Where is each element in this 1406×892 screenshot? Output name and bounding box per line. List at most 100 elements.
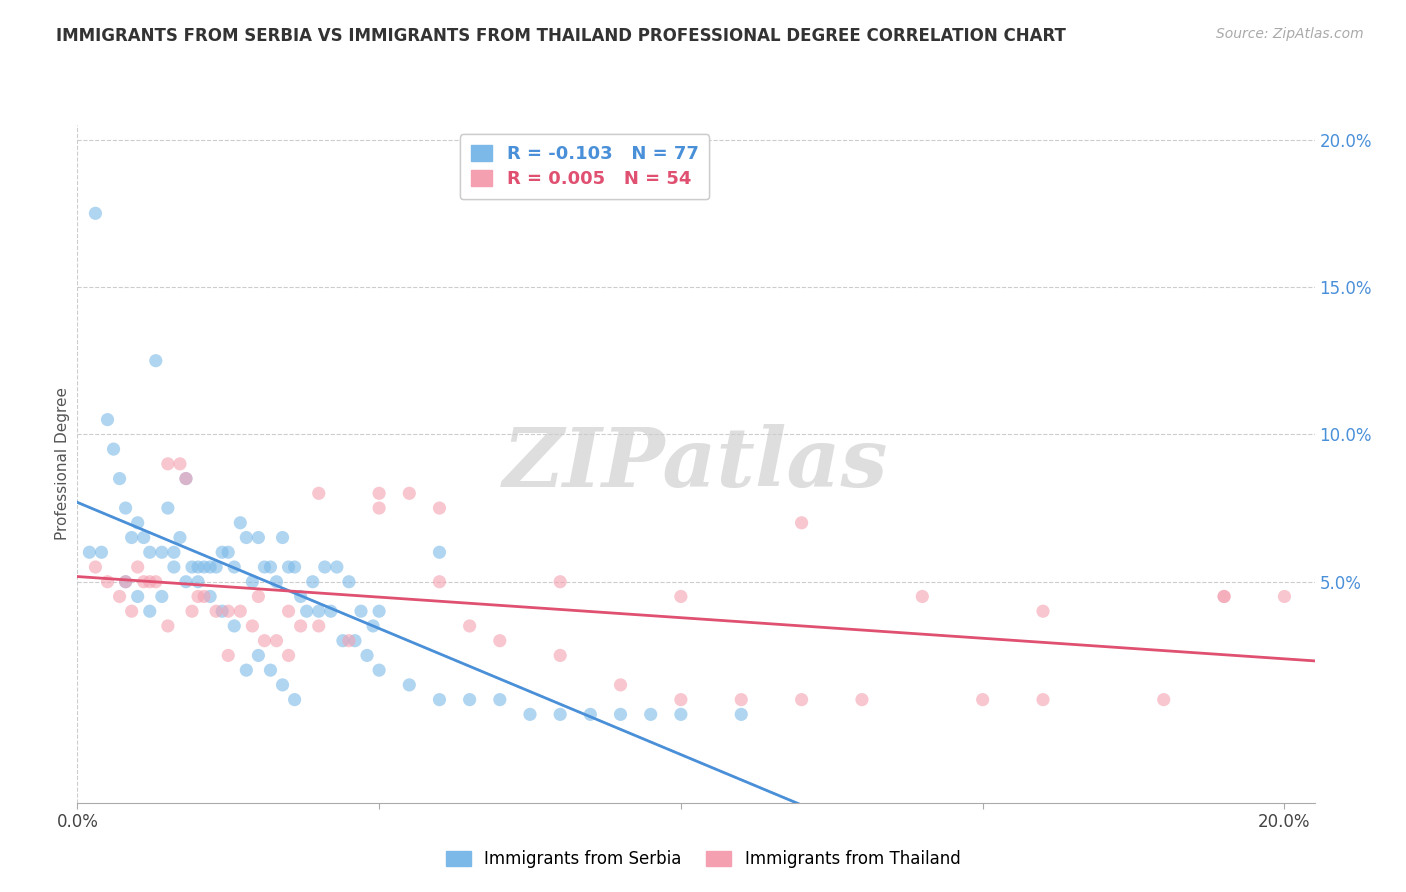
Point — [145, 574, 167, 589]
Point — [301, 574, 323, 589]
Point — [308, 604, 330, 618]
Point — [253, 633, 276, 648]
Point — [84, 560, 107, 574]
Point — [271, 678, 294, 692]
Point — [1032, 604, 1054, 618]
Point — [458, 692, 481, 706]
Point — [79, 545, 101, 559]
Point — [211, 604, 233, 618]
Point — [429, 545, 451, 559]
Point — [368, 663, 391, 677]
Point — [247, 648, 270, 663]
Point — [205, 604, 228, 618]
Point — [114, 574, 136, 589]
Point — [156, 457, 179, 471]
Point — [308, 619, 330, 633]
Legend: R = -0.103   N = 77, R = 0.005   N = 54: R = -0.103 N = 77, R = 0.005 N = 54 — [460, 134, 710, 199]
Point — [1213, 590, 1236, 604]
Point — [121, 531, 143, 545]
Point — [669, 707, 692, 722]
Point — [284, 692, 307, 706]
Point — [139, 604, 162, 618]
Point — [790, 516, 813, 530]
Point — [174, 574, 197, 589]
Point — [114, 501, 136, 516]
Point — [429, 501, 451, 516]
Point — [240, 574, 263, 589]
Point — [308, 486, 330, 500]
Point — [103, 442, 125, 456]
Point — [235, 663, 257, 677]
Point — [169, 457, 191, 471]
Point — [181, 560, 204, 574]
Point — [337, 574, 360, 589]
Point — [972, 692, 994, 706]
Point — [398, 486, 420, 500]
Point — [1153, 692, 1175, 706]
Point — [229, 516, 252, 530]
Point — [132, 531, 155, 545]
Point — [458, 619, 481, 633]
Point — [609, 707, 631, 722]
Point — [548, 574, 571, 589]
Point — [277, 604, 299, 618]
Point — [356, 648, 378, 663]
Point — [217, 545, 239, 559]
Point — [337, 633, 360, 648]
Point — [174, 472, 197, 486]
Point — [548, 648, 571, 663]
Point — [108, 590, 131, 604]
Point — [314, 560, 336, 574]
Point — [319, 604, 342, 618]
Text: IMMIGRANTS FROM SERBIA VS IMMIGRANTS FROM THAILAND PROFESSIONAL DEGREE CORRELATI: IMMIGRANTS FROM SERBIA VS IMMIGRANTS FRO… — [56, 27, 1066, 45]
Point — [429, 574, 451, 589]
Point — [488, 633, 510, 648]
Point — [332, 633, 354, 648]
Point — [240, 619, 263, 633]
Point — [187, 574, 209, 589]
Point — [368, 486, 391, 500]
Point — [361, 619, 384, 633]
Point — [259, 663, 281, 677]
Point — [211, 545, 233, 559]
Point — [181, 604, 204, 618]
Point — [429, 692, 451, 706]
Text: Source: ZipAtlas.com: Source: ZipAtlas.com — [1216, 27, 1364, 41]
Point — [911, 590, 934, 604]
Point — [205, 560, 228, 574]
Point — [187, 560, 209, 574]
Point — [121, 604, 143, 618]
Point — [235, 531, 257, 545]
Point — [669, 590, 692, 604]
Point — [150, 590, 173, 604]
Point — [198, 590, 221, 604]
Point — [271, 531, 294, 545]
Point — [290, 619, 312, 633]
Point — [1032, 692, 1054, 706]
Point — [145, 353, 167, 368]
Point — [1274, 590, 1296, 604]
Point — [640, 707, 662, 722]
Point — [259, 560, 281, 574]
Point — [277, 648, 299, 663]
Point — [669, 692, 692, 706]
Point — [84, 206, 107, 220]
Point — [132, 574, 155, 589]
Point — [127, 590, 149, 604]
Point — [198, 560, 221, 574]
Point — [277, 560, 299, 574]
Point — [127, 560, 149, 574]
Point — [193, 560, 215, 574]
Point — [174, 472, 197, 486]
Point — [163, 545, 186, 559]
Point — [851, 692, 873, 706]
Point — [127, 516, 149, 530]
Y-axis label: Professional Degree: Professional Degree — [55, 387, 70, 541]
Point — [169, 531, 191, 545]
Point — [150, 545, 173, 559]
Point — [790, 692, 813, 706]
Point — [96, 574, 118, 589]
Point — [224, 560, 246, 574]
Point — [108, 472, 131, 486]
Point — [163, 560, 186, 574]
